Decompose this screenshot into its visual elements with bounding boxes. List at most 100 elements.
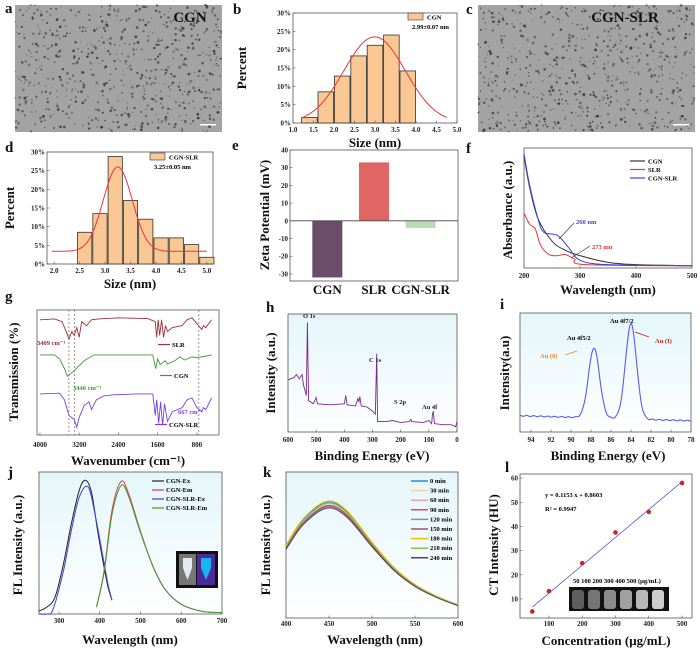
- fl-curve-cgn-slr-em: [95, 484, 223, 614]
- legend-label: 90 min: [430, 507, 449, 514]
- y-tick-label: 20%: [277, 46, 291, 54]
- vial-photo-inset: [176, 551, 218, 588]
- gaussian-fit-line: [51, 166, 207, 252]
- x-axis-label: Size (nm): [104, 276, 156, 291]
- y-tick-label: 15%: [277, 65, 291, 73]
- y-tick-label: 50: [511, 499, 519, 507]
- data-point: [646, 509, 652, 515]
- tem-image-cgn: [14, 3, 223, 133]
- y-tick-label: 40: [281, 147, 289, 155]
- y-axis-label: Percent: [2, 186, 17, 229]
- uv-curve-cgn: [523, 155, 693, 267]
- legend-note: 3.25±0.05 nm: [154, 164, 192, 171]
- peak-annotation: C 1s: [369, 357, 382, 364]
- x-axis-label: Wavelength (nm): [327, 632, 423, 647]
- x-tick-label: 400: [644, 620, 655, 628]
- legend-label: CGN-SLR: [648, 176, 678, 183]
- r-squared: R² = 0.9947: [545, 506, 577, 513]
- x-tick-label: 1.5: [309, 126, 318, 134]
- x-tick-label: 94: [528, 436, 536, 444]
- x-axis-label: Binding Energy (eV): [551, 448, 666, 463]
- y-tick-label: 10%: [31, 223, 45, 231]
- arrow-au0: [564, 350, 578, 356]
- x-tick-label: 400: [94, 617, 105, 625]
- x-tick-label: 700: [217, 617, 228, 625]
- x-tick-label: 4.5: [432, 126, 441, 134]
- legend-label: 210 min: [430, 545, 453, 552]
- x-tick-label: 600: [176, 617, 187, 625]
- peak-annotation: O 1s: [303, 313, 316, 320]
- panel-label-i: i: [500, 297, 504, 313]
- peak-annotation: Au 4f: [422, 404, 438, 411]
- histogram-bar: [350, 55, 367, 124]
- x-tick-label: 3.0: [101, 267, 110, 275]
- category-label: CGN-SLR: [391, 282, 450, 297]
- x-tick-label: 2400: [111, 441, 126, 449]
- y-tick-label: 10: [511, 595, 519, 603]
- data-point: [546, 588, 552, 594]
- x-tick-label: 600: [283, 436, 294, 444]
- panel-label-l: l: [505, 460, 509, 476]
- x-tick-label: 800: [192, 441, 203, 449]
- x-tick-label: 500: [367, 620, 378, 628]
- x-tick-label: 88: [588, 436, 596, 444]
- legend-label: CGN-Ex: [166, 478, 191, 485]
- x-axis-label: Size (nm): [349, 135, 401, 150]
- legend-label: CGN-Em: [166, 487, 193, 494]
- peak-annotation: 667 cm⁻¹: [178, 409, 203, 416]
- x-tick-label: 2.5: [350, 126, 359, 134]
- panel-label-k: k: [263, 465, 272, 481]
- y-tick-label: 25%: [31, 167, 45, 175]
- y-tick-label: -20: [279, 253, 289, 261]
- peak-annotation: 3440 cm⁻¹: [73, 385, 101, 392]
- x-axis-label: Wavenumber (cm⁻¹): [71, 453, 185, 468]
- tem-image-cgn-slr: [477, 3, 696, 133]
- panel-label-f: f: [466, 141, 472, 157]
- x-tick-label: 1.0: [289, 126, 298, 134]
- peak-annotation: S 2p: [394, 399, 406, 406]
- histogram-bar: [317, 91, 334, 124]
- y-axis-label: Zeta Potential (mV): [257, 160, 272, 270]
- gaussian-fit-line: [303, 36, 447, 118]
- x-tick-label: 4.5: [177, 267, 186, 275]
- x-tick-label: 92: [548, 436, 556, 444]
- y-tick-label: 30%: [31, 149, 45, 157]
- zeta-bar: [312, 220, 343, 278]
- y-tick-label: -30: [279, 270, 289, 278]
- y-tick-label: 60: [511, 475, 519, 483]
- x-tick-label: 3200: [72, 441, 87, 449]
- x-tick-label: 200: [577, 620, 588, 628]
- x-tick-label: 4000: [33, 441, 48, 449]
- annotation-273nm: 273 nm: [592, 244, 613, 251]
- state-label-aui: Au (I): [655, 338, 672, 345]
- legend-swatch: [149, 152, 166, 161]
- x-tick-label: 100: [424, 436, 435, 444]
- y-tick-label: 30: [511, 547, 519, 555]
- annotation-arrow: [558, 222, 575, 240]
- legend-label: CGN-SLR: [169, 422, 199, 429]
- ftir-curve-slr: [39, 317, 213, 341]
- panel-label-b: b: [233, 2, 241, 18]
- x-tick-label: 78: [688, 436, 696, 444]
- legend-label: 240 min: [430, 555, 453, 562]
- y-tick-label: -10: [279, 235, 289, 243]
- y-axis-label: Absorbance (a.u.): [500, 161, 515, 260]
- x-tick-label: 3.0: [371, 126, 380, 134]
- y-tick-label: 40: [511, 523, 519, 531]
- y-tick-label: 10%: [277, 83, 291, 91]
- scale-bar: [200, 124, 216, 126]
- x-tick-label: 5.0: [453, 126, 462, 134]
- legend-label: CGN-SLR-Em: [166, 505, 208, 512]
- x-tick-label: 300: [54, 617, 65, 625]
- x-tick-label: 300: [610, 620, 621, 628]
- legend-label: CGN: [427, 15, 442, 22]
- x-tick-label: 86: [608, 436, 616, 444]
- uv-curve-cgn-slr: [523, 153, 693, 267]
- linear-fit-line: [532, 481, 683, 608]
- x-tick-label: 200: [519, 272, 530, 280]
- fl-curve-240-min: [285, 507, 459, 607]
- x-tick-label: 500: [135, 617, 146, 625]
- data-point: [579, 560, 585, 566]
- y-axis-label: CT Intensity (HU): [486, 494, 501, 596]
